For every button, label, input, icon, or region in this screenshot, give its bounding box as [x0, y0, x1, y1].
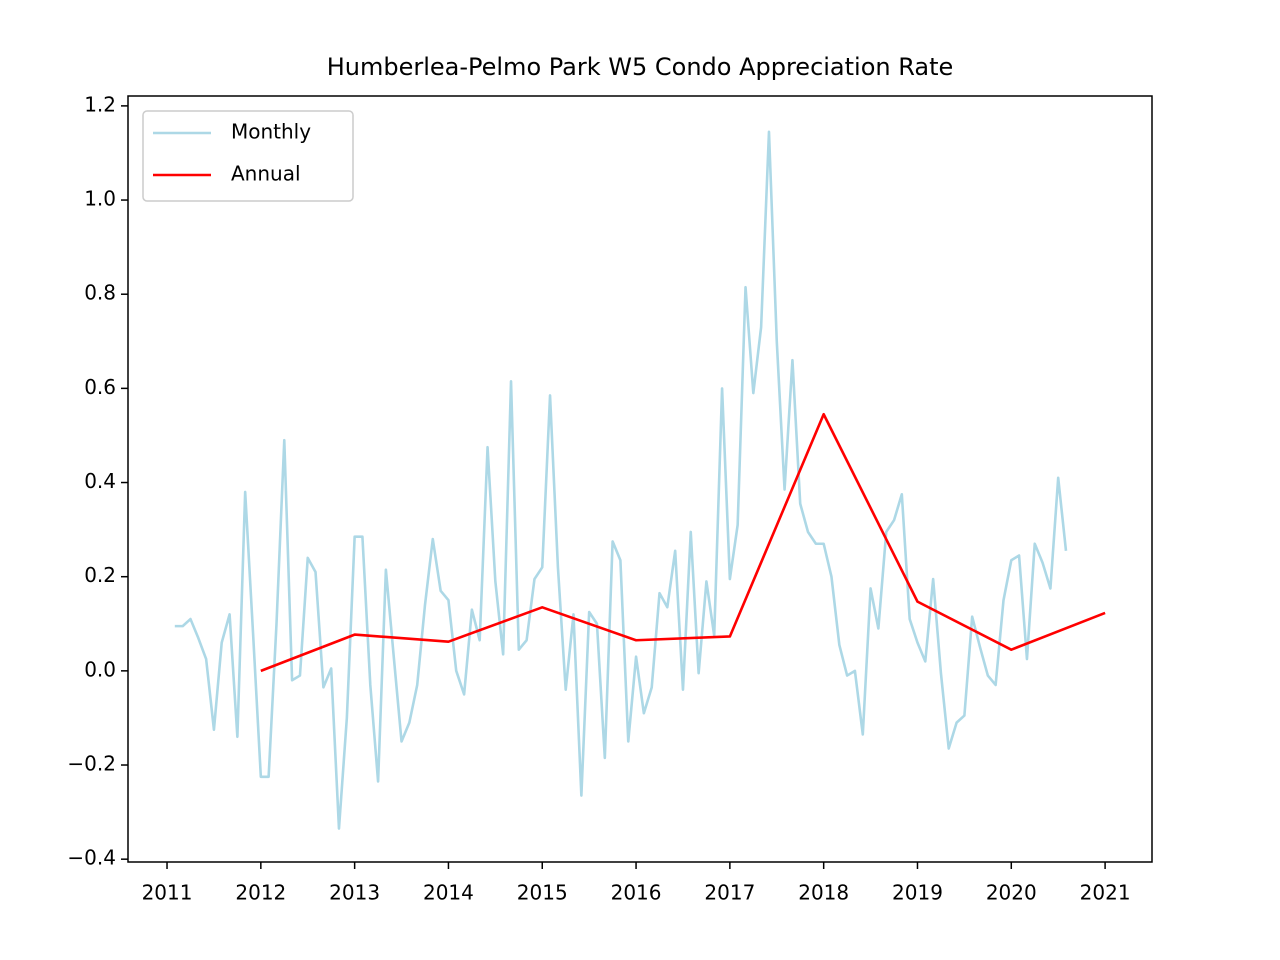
chart-title: Humberlea-Pelmo Park W5 Condo Appreciati… [327, 53, 954, 81]
y-tick-label: 0.4 [84, 469, 116, 493]
x-tick-label: 2016 [611, 881, 662, 905]
y-tick-label: 1.2 [84, 92, 116, 116]
x-tick-label: 2014 [423, 881, 474, 905]
plot-frame [127, 95, 1153, 863]
series-line [260, 412, 1106, 673]
x-tick-label: 2019 [892, 881, 943, 905]
y-tick-label: −0.4 [67, 846, 116, 870]
x-tick-label: 2020 [986, 881, 1037, 905]
x-tick-label: 2015 [517, 881, 568, 905]
x-tick-label: 2021 [1080, 881, 1131, 905]
y-tick-label: 0.8 [84, 281, 116, 305]
series-line [174, 130, 1068, 830]
legend-label: Annual [231, 162, 301, 186]
x-tick-label: 2013 [329, 881, 380, 905]
legend-label: Monthly [231, 120, 311, 144]
y-tick-label: 0.2 [84, 563, 116, 587]
y-tick-label: 1.0 [84, 187, 116, 211]
x-tick-label: 2011 [142, 881, 193, 905]
y-tick-label: 0.0 [84, 657, 116, 681]
x-tick-label: 2017 [704, 881, 755, 905]
x-tick-label: 2012 [235, 881, 286, 905]
x-tick-label: 2018 [798, 881, 849, 905]
y-tick-label: −0.2 [67, 752, 116, 776]
y-tick-label: 0.6 [84, 375, 116, 399]
